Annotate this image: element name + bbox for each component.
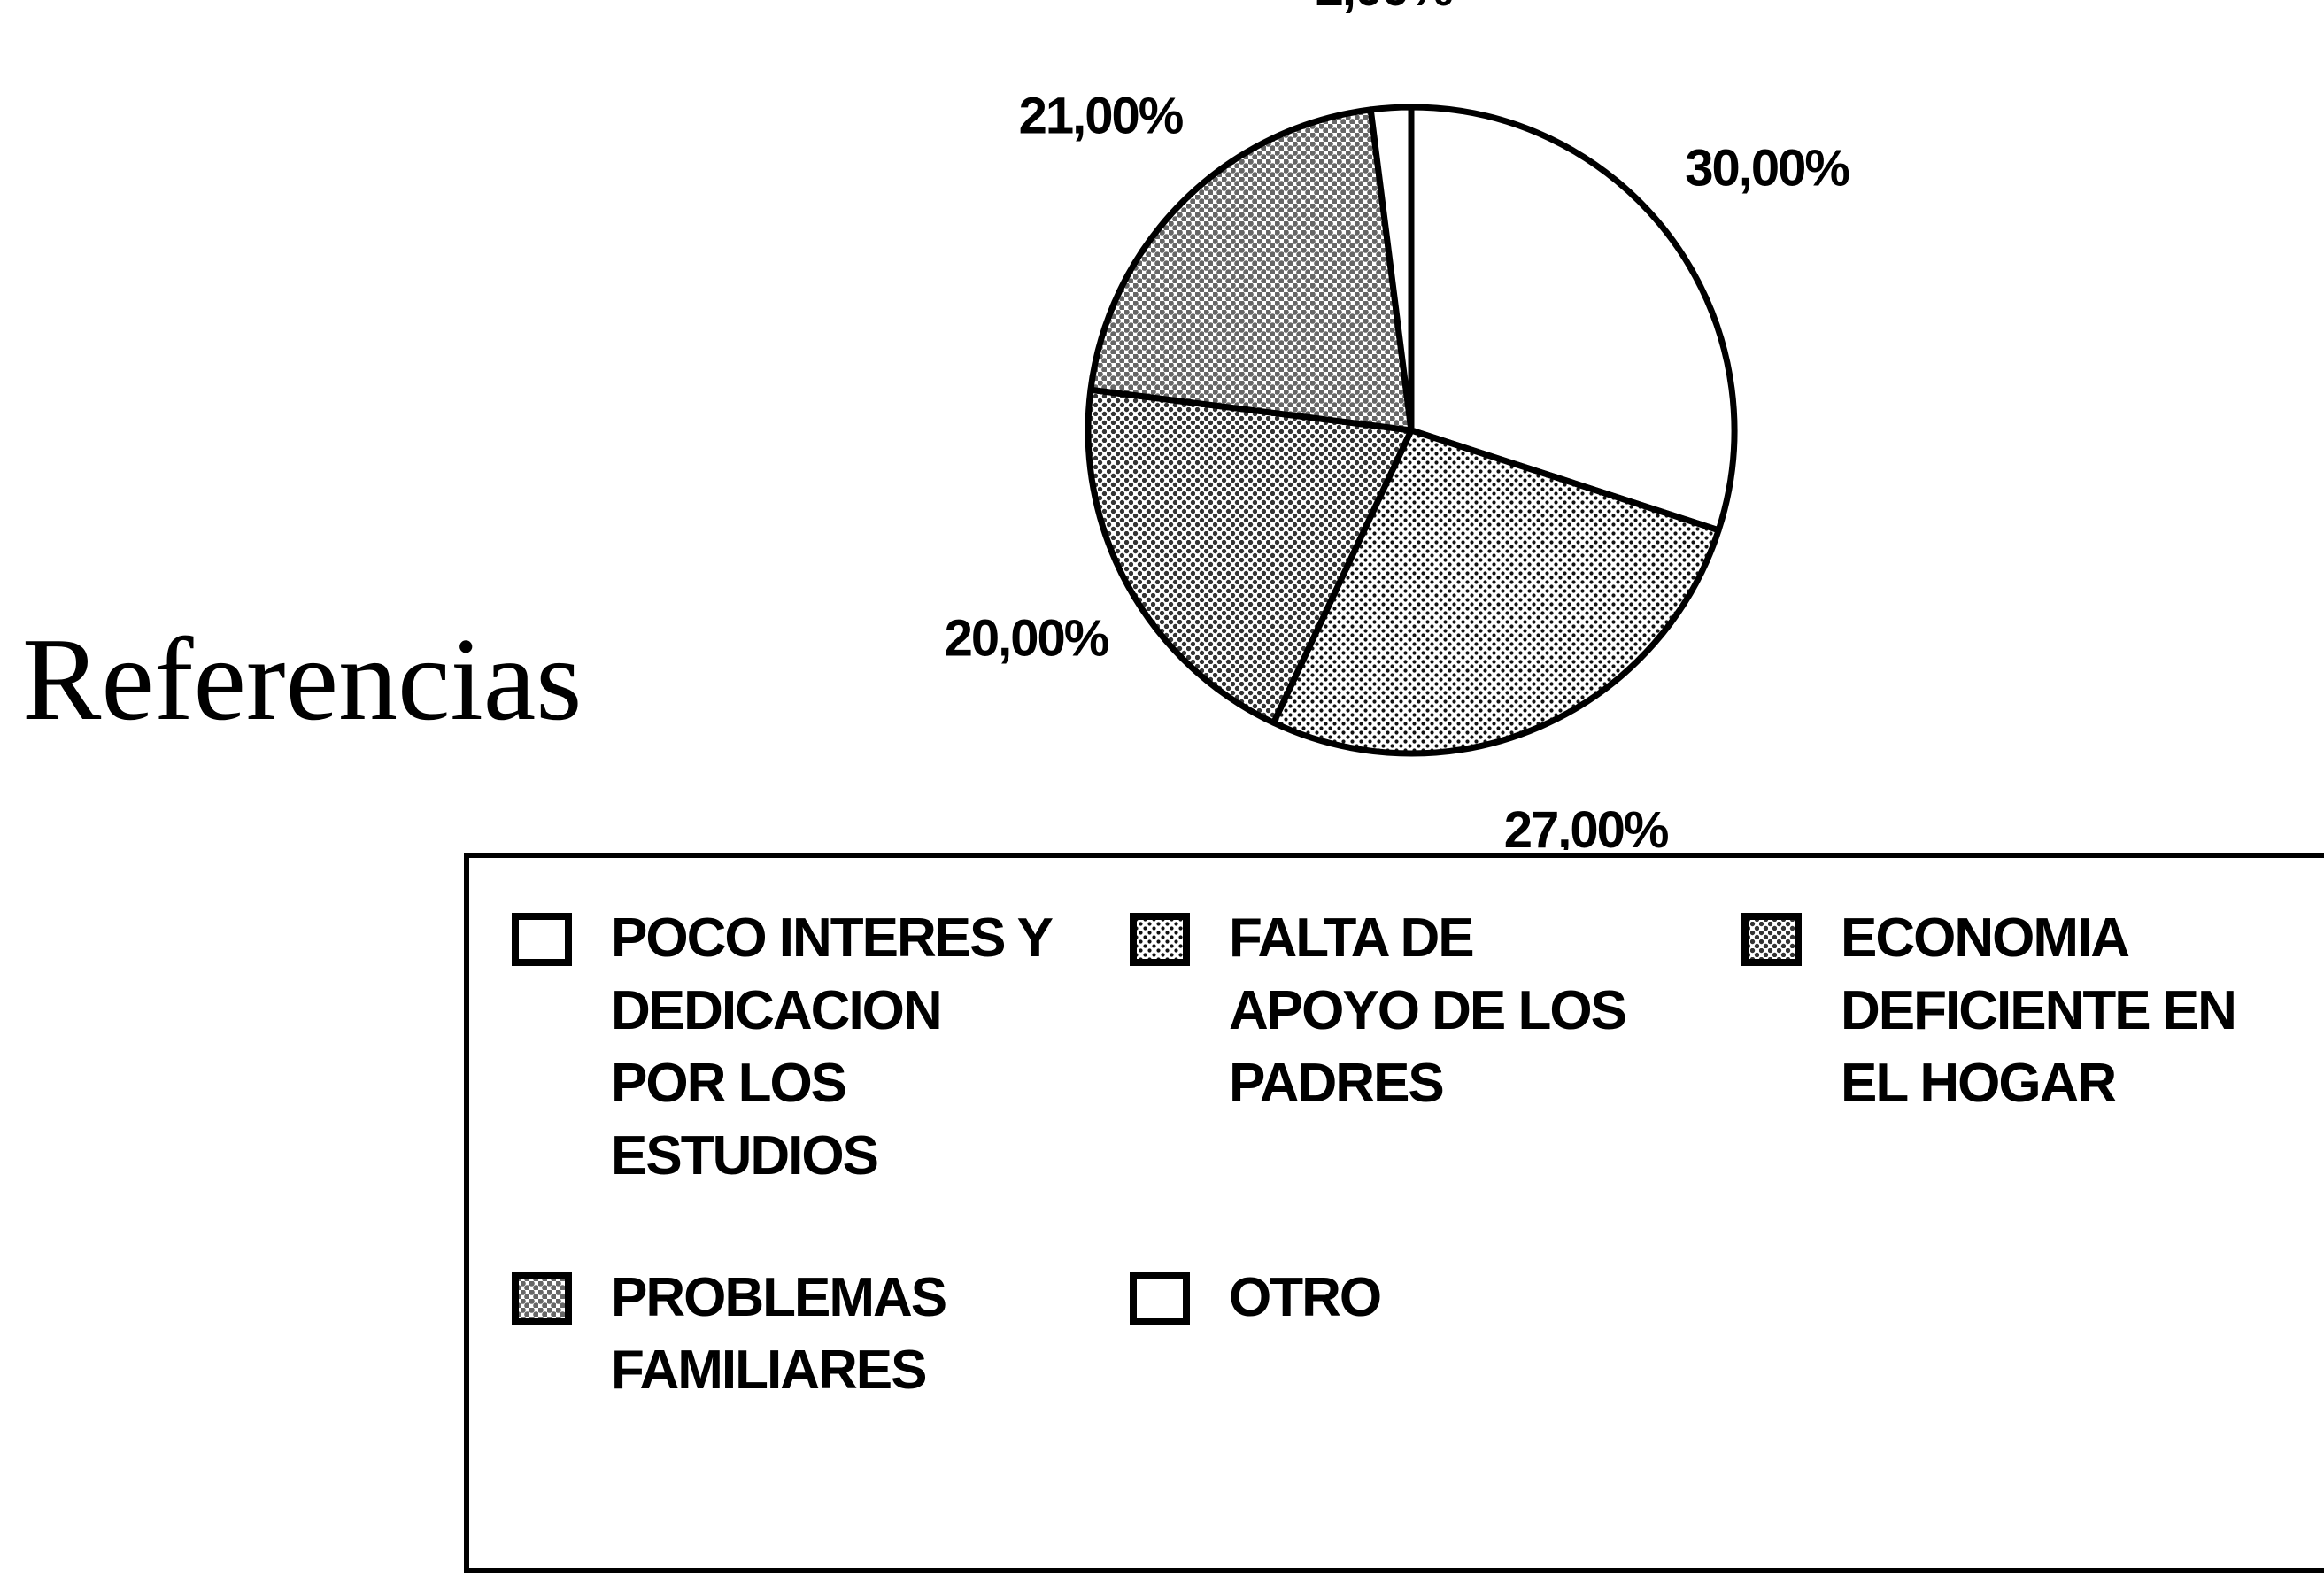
legend-swatch bbox=[512, 913, 572, 966]
legend-label: FALTA DE APOYO DE LOS PADRES bbox=[1229, 908, 1627, 1114]
slice-label: 20,00% bbox=[945, 609, 1109, 667]
pie-slice bbox=[1087, 106, 1415, 434]
legend-title: Referencias bbox=[22, 614, 583, 745]
legend-swatch-box bbox=[1741, 913, 1802, 966]
pie-slice bbox=[1085, 386, 1415, 726]
legend-swatch bbox=[512, 1272, 572, 1325]
legend-label: ECONOMIA DEFICIENTE EN EL HOGAR bbox=[1841, 908, 2237, 1114]
legend-swatch-box bbox=[1130, 913, 1190, 966]
legend: POCO INTERES Y DEDICACION POR LOS ESTUDI… bbox=[464, 853, 2324, 1573]
legend-label: OTRO bbox=[1229, 1267, 1382, 1328]
slice-label: 27,00% bbox=[1504, 801, 1669, 850]
slice-label: 2,00% bbox=[1316, 0, 1454, 17]
pie-slice bbox=[1270, 427, 1722, 757]
legend-swatch-box bbox=[512, 913, 572, 966]
legend-swatch-box bbox=[1130, 1272, 1190, 1325]
legend-swatch-box bbox=[512, 1272, 572, 1325]
legend-swatch bbox=[1741, 913, 1802, 966]
legend-swatch bbox=[1130, 1272, 1190, 1325]
legend-label: PROBLEMAS FAMILIARES bbox=[611, 1267, 947, 1401]
slice-label: 21,00% bbox=[1019, 87, 1184, 144]
slice-label: 30,00% bbox=[1685, 140, 1849, 197]
legend-swatch bbox=[1130, 913, 1190, 966]
pie-chart: 30,00% 27,00% 20,00% 21,00% 2,00% bbox=[945, 0, 1852, 850]
pie-slice bbox=[1408, 104, 1738, 534]
legend-label: POCO INTERES Y DEDICACION POR LOS ESTUDI… bbox=[611, 908, 1053, 1186]
pie-slice bbox=[1367, 104, 1415, 434]
